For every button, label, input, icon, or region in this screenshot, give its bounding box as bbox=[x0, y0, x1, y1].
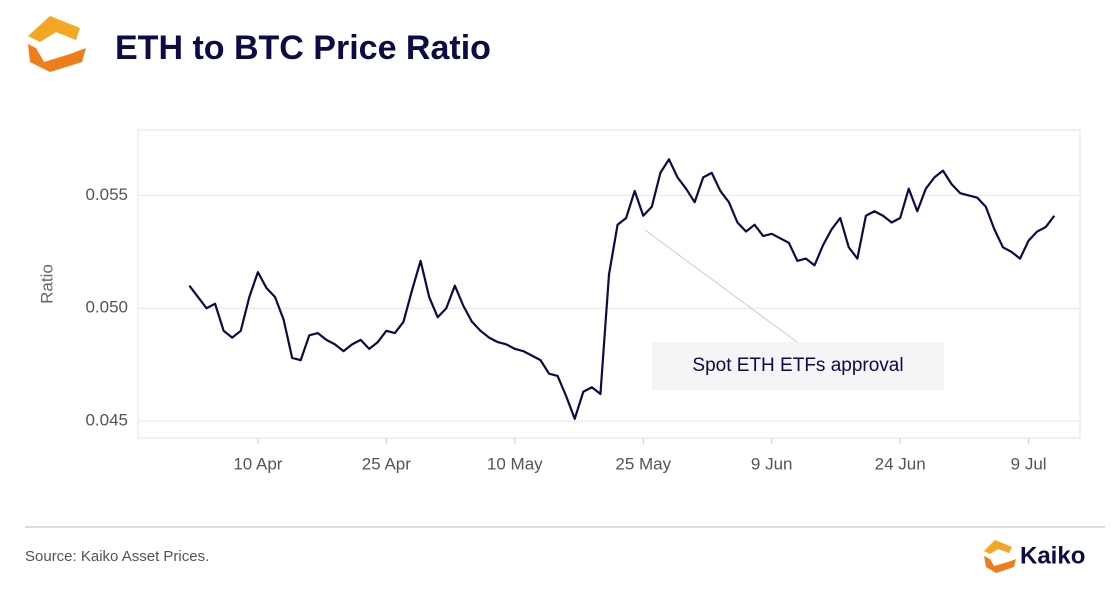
x-tick-label: 24 Jun bbox=[875, 454, 926, 473]
line bbox=[188, 158, 1056, 420]
annotation: Spot ETH ETFs approval bbox=[692, 355, 903, 376]
x-tick-label: 10 Apr bbox=[233, 454, 282, 473]
x-tick-label: 9 Jun bbox=[751, 454, 793, 473]
x-tick-label: 25 May bbox=[615, 454, 671, 473]
annotation-box bbox=[652, 342, 944, 390]
y-tick-label: 0.055 bbox=[85, 185, 128, 204]
y-axis-label: Ratio bbox=[37, 264, 56, 304]
y-tick-label: 0.050 bbox=[85, 298, 128, 317]
chart-title: ETH to BTC Price Ratio bbox=[115, 29, 491, 67]
plot-frame bbox=[137, 129, 1081, 439]
brand: Kaiko bbox=[1020, 542, 1085, 569]
source: Source: Kaiko Asset Prices. bbox=[25, 548, 209, 565]
brand-logo bbox=[984, 540, 1016, 573]
x-tick-label: 9 Jul bbox=[1011, 454, 1047, 473]
x-tick-label: 10 May bbox=[487, 454, 543, 473]
y-tick-label: 0.045 bbox=[85, 411, 128, 430]
annotation-leader bbox=[644, 229, 798, 343]
x-tick-label: 25 Apr bbox=[362, 454, 411, 473]
logo bbox=[28, 16, 86, 72]
